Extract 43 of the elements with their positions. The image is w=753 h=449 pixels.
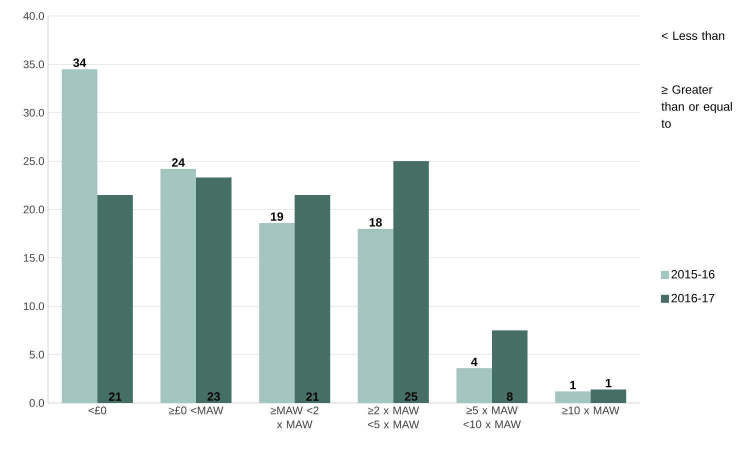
y-tick-label: 0.0 (30, 399, 44, 407)
bar (294, 194, 330, 403)
y-tick-label: 15.0 (24, 254, 44, 262)
y-tick-label: 20.0 (24, 206, 44, 214)
x-tick-label: <£0 (88, 406, 106, 414)
data-label: 21 (306, 392, 319, 401)
bar (196, 178, 232, 403)
bar (555, 391, 591, 403)
bar (160, 168, 196, 403)
legend-label: 2015-16 (672, 270, 714, 278)
data-label: 34 (73, 58, 86, 68)
bar (456, 368, 492, 403)
y-tick-label: 40.0 (23, 12, 44, 20)
x-tick-label: ≥10 x MAW (562, 406, 620, 414)
bar (259, 223, 295, 403)
data-label: 21 (108, 392, 122, 401)
data-label: 8 (506, 392, 513, 401)
x-tick-label: ≥5 x MAW <10 x MAW (464, 406, 521, 428)
bar (62, 69, 98, 403)
bar (97, 194, 133, 403)
bar (590, 389, 626, 403)
x-tick-label: ≥£0 <MAW (168, 406, 224, 414)
legend-label: 2016-17 (672, 294, 714, 302)
text: ≥ Greater than or equal to (661, 85, 732, 128)
bar (358, 228, 394, 403)
y-tick-label: 25.0 (24, 157, 44, 166)
text: < Less than (662, 31, 724, 40)
bar (393, 161, 429, 403)
data-label: 1 (606, 378, 612, 388)
data-label: 24 (172, 158, 185, 167)
bar (492, 330, 528, 403)
data-label: 18 (370, 218, 382, 227)
y-tick-label: 30.0 (23, 108, 44, 117)
data-label: 1 (570, 380, 576, 390)
data-label: 25 (404, 392, 418, 401)
data-label: 23 (208, 392, 220, 401)
x-tick-label: ≥2 x MAW <5 x MAW (368, 406, 420, 428)
data-label: 19 (270, 212, 284, 221)
y-tick-label: 10.0 (24, 302, 44, 310)
data-label: 4 (471, 358, 478, 366)
x-tick-label: ≥MAW <2 x MAW (270, 406, 318, 428)
y-tick-label: 35.0 (23, 60, 44, 68)
y-tick-label: 5.0 (30, 350, 44, 359)
